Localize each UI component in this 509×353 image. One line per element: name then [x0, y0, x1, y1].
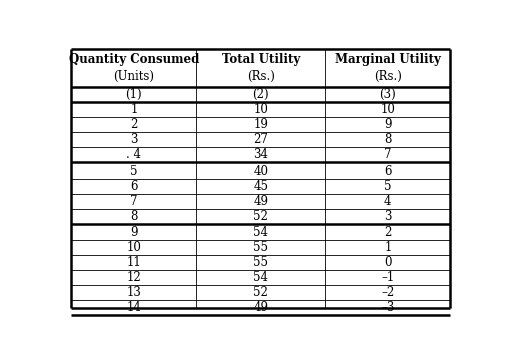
Text: 9: 9	[384, 119, 391, 131]
Text: 11: 11	[127, 256, 142, 269]
Text: 13: 13	[126, 286, 142, 299]
Text: (2): (2)	[252, 88, 269, 101]
Text: –1: –1	[381, 271, 394, 284]
Text: 55: 55	[253, 241, 268, 254]
Text: 3: 3	[384, 210, 391, 223]
Text: 8: 8	[384, 133, 391, 146]
Text: (Rs.): (Rs.)	[374, 70, 402, 83]
Text: 2: 2	[130, 119, 137, 131]
Text: 6: 6	[130, 180, 137, 193]
Text: 49: 49	[253, 301, 268, 314]
Text: Marginal Utility: Marginal Utility	[335, 53, 441, 66]
Text: . 4: . 4	[126, 149, 142, 161]
Text: –2: –2	[381, 286, 394, 299]
Text: 54: 54	[253, 271, 268, 284]
Text: 14: 14	[126, 301, 142, 314]
Text: 4: 4	[384, 195, 391, 208]
Text: 7: 7	[384, 149, 391, 161]
Text: 10: 10	[380, 103, 395, 116]
Text: 2: 2	[384, 226, 391, 239]
Text: 7: 7	[130, 195, 137, 208]
Text: 45: 45	[253, 180, 268, 193]
Text: 10: 10	[253, 103, 268, 116]
Text: 27: 27	[253, 133, 268, 146]
Text: 3: 3	[130, 133, 137, 146]
Text: 34: 34	[253, 149, 268, 161]
Text: 1: 1	[130, 103, 137, 116]
Text: 54: 54	[253, 226, 268, 239]
Text: 12: 12	[127, 271, 142, 284]
Text: Quantity Consumed: Quantity Consumed	[69, 53, 199, 66]
Text: (1): (1)	[126, 88, 142, 101]
Text: 49: 49	[253, 195, 268, 208]
Text: –3: –3	[381, 301, 394, 314]
Text: 0: 0	[384, 256, 391, 269]
Text: Total Utility: Total Utility	[222, 53, 300, 66]
Text: (Units): (Units)	[114, 70, 154, 83]
Text: 1: 1	[384, 241, 391, 254]
Text: 10: 10	[126, 241, 142, 254]
Text: (Rs.): (Rs.)	[247, 70, 275, 83]
Text: 6: 6	[384, 164, 391, 178]
Text: (3): (3)	[379, 88, 396, 101]
Text: 52: 52	[253, 286, 268, 299]
Text: 5: 5	[130, 164, 137, 178]
Text: 55: 55	[253, 256, 268, 269]
Text: 19: 19	[253, 119, 268, 131]
Text: 40: 40	[253, 164, 268, 178]
Text: 9: 9	[130, 226, 137, 239]
Text: 52: 52	[253, 210, 268, 223]
Text: 8: 8	[130, 210, 137, 223]
Text: 5: 5	[384, 180, 391, 193]
